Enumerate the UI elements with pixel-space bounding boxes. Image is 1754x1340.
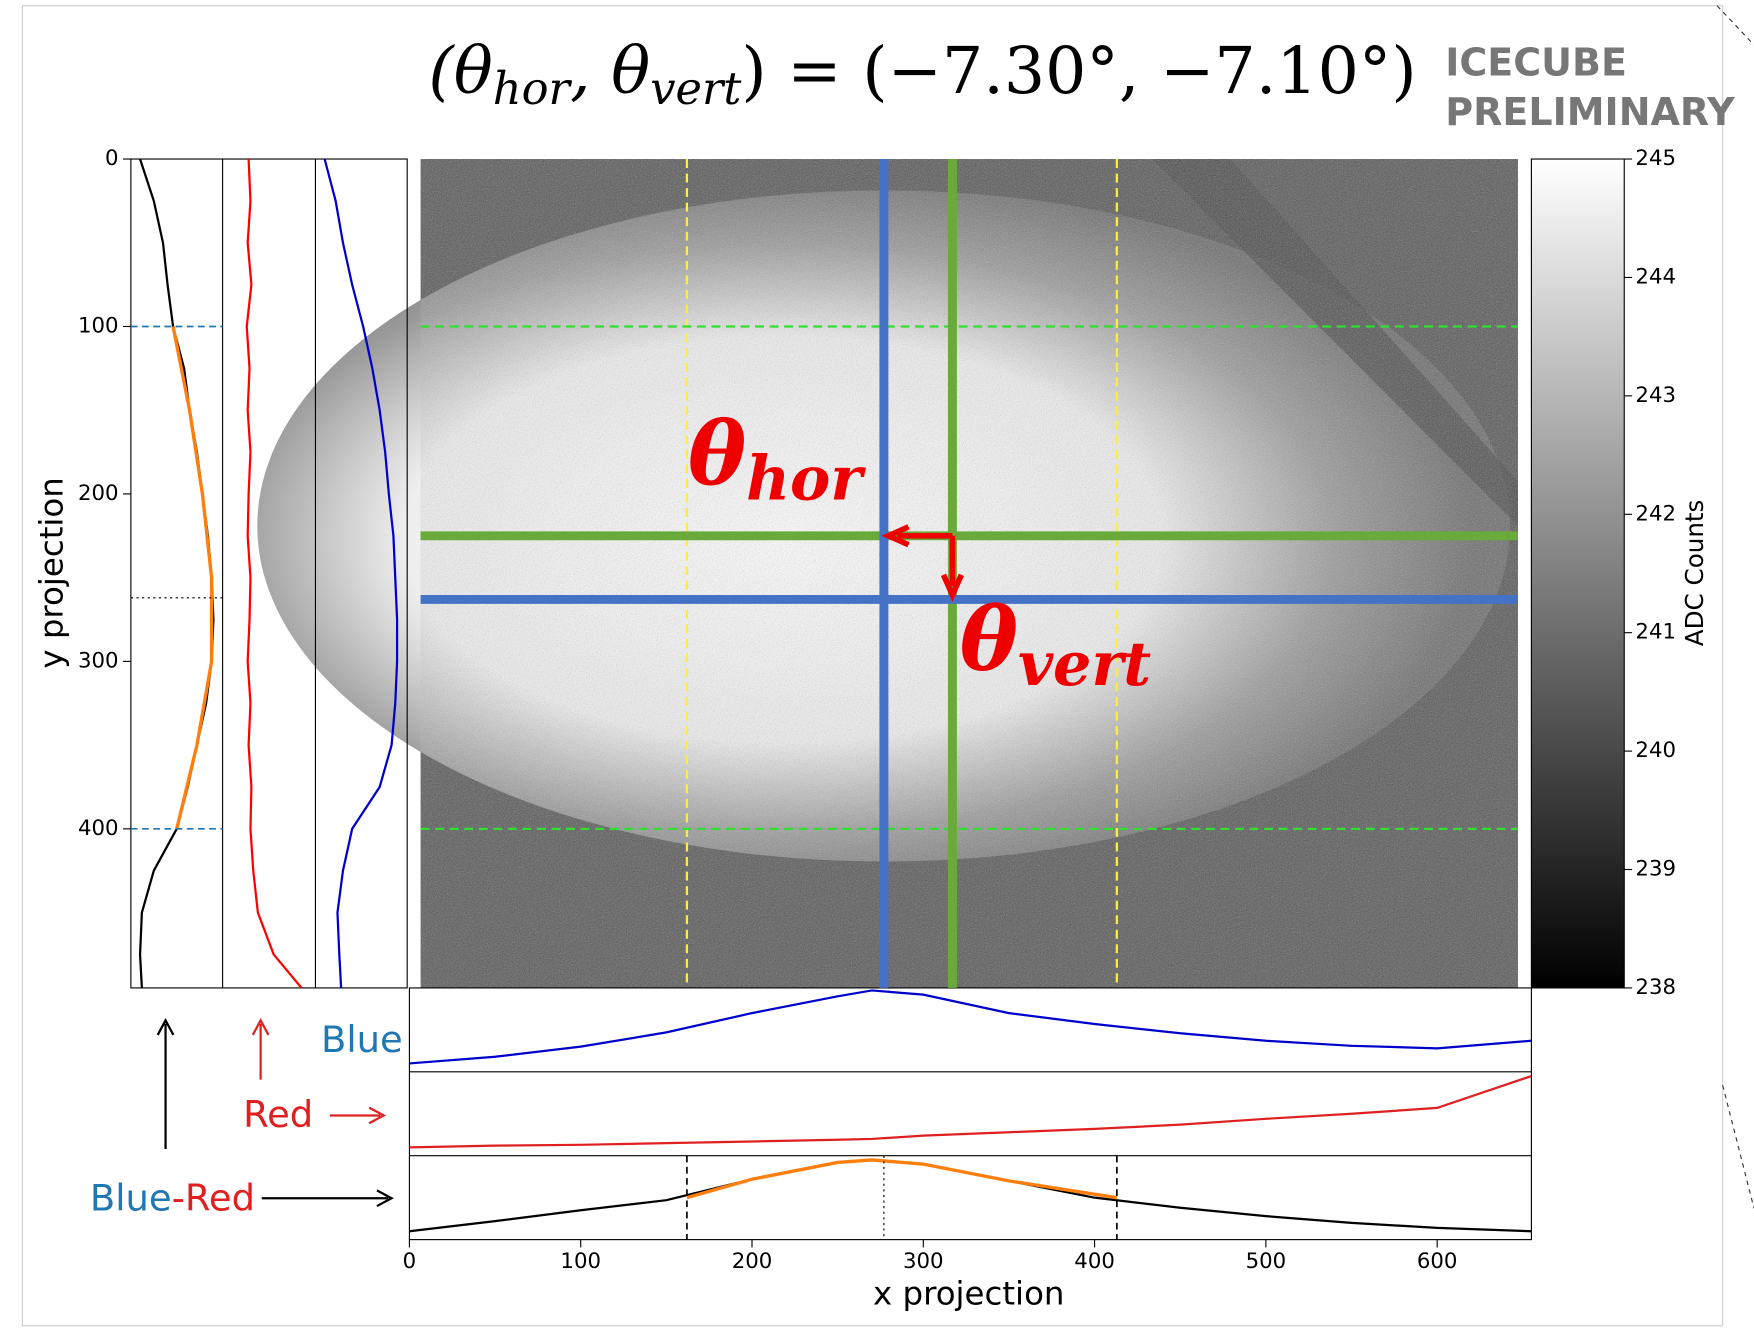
- x-fit: [686, 1158, 1118, 1200]
- y-tick-label: 100: [78, 313, 119, 338]
- legend-part: Blue: [90, 1176, 172, 1219]
- legend-part: -Red: [172, 1176, 255, 1219]
- x-profile: [409, 1074, 1532, 1149]
- panel-frames: [130, 158, 1532, 1241]
- legend-blue: Blue: [321, 1018, 403, 1061]
- frame: [21, 5, 1724, 1327]
- decor: [1716, 5, 1754, 1209]
- annotation: θvert: [960, 588, 1152, 700]
- annotation-arrow: [881, 524, 964, 602]
- colorbar-tick-label: 240: [1635, 738, 1676, 763]
- title-part: (θ: [428, 34, 492, 109]
- y-tick-label: 0: [105, 146, 119, 171]
- x-tick-label: 600: [1417, 1249, 1458, 1274]
- annotation-part: θ: [960, 588, 1018, 691]
- colorbar: [1530, 158, 1625, 989]
- colorbar-tick-label: 243: [1635, 383, 1676, 408]
- watermark: ICECUBE: [1445, 41, 1627, 85]
- x-tick-label: 500: [1246, 1249, 1287, 1274]
- legend-blue-red: Blue-Red: [90, 1176, 255, 1219]
- title-part: , θ: [570, 34, 650, 109]
- y-axis-label: y projection: [33, 477, 71, 669]
- x-tick-label: 300: [903, 1249, 944, 1274]
- y-profile: [138, 158, 215, 988]
- colorbar-tick-label: 244: [1635, 264, 1676, 289]
- colorbar-tick-label: 245: [1635, 146, 1676, 171]
- y-tick-label: 300: [78, 648, 119, 673]
- colorbar-tick-label: 242: [1635, 501, 1676, 526]
- annotation-part: θ: [688, 402, 746, 505]
- y-tick-label: 400: [78, 816, 119, 841]
- y-fit: [171, 326, 214, 830]
- x-profile: [409, 989, 1532, 1065]
- y-tick-label: 200: [78, 481, 119, 506]
- x-profile: [409, 1158, 1532, 1233]
- x-axis-label: x projection: [873, 1275, 1065, 1313]
- annotation-part: hor: [746, 443, 866, 514]
- x-tick-label: 0: [403, 1249, 417, 1274]
- watermark: PRELIMINARY: [1445, 90, 1735, 134]
- colorbar-label: ADC Counts: [1680, 500, 1709, 647]
- title: (θhor, θvert) = (−7.30°, −7.10°): [428, 34, 1416, 114]
- x-tick-label: 200: [732, 1249, 773, 1274]
- title-part: vert: [650, 61, 742, 114]
- annotation: θhor: [688, 402, 866, 514]
- colorbar-tick-label: 239: [1635, 857, 1676, 882]
- y-profile: [323, 158, 399, 988]
- colorbar-tick-label: 238: [1635, 975, 1676, 1000]
- x-tick-label: 100: [560, 1249, 601, 1274]
- title-part: ) = (−7.30°, −7.10°): [741, 34, 1416, 109]
- legend-red: Red: [243, 1093, 313, 1136]
- colorbar-tick-label: 241: [1635, 620, 1676, 645]
- x-tick-label: 400: [1074, 1249, 1115, 1274]
- title-part: hor: [493, 61, 573, 114]
- arrows: [156, 1018, 394, 1208]
- y-profile: [245, 158, 303, 989]
- annotation-part: vert: [1018, 629, 1151, 700]
